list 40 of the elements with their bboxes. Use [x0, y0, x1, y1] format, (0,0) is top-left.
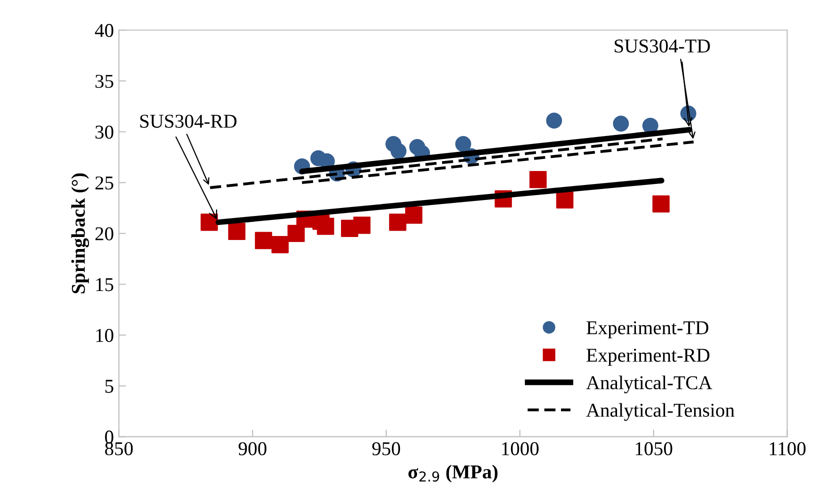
y-tick-label: 20: [95, 227, 114, 240]
y-tick-label: 30: [96, 126, 114, 139]
y-tick-label: 15: [96, 278, 114, 292]
x-tick-label: 850: [105, 442, 133, 456]
point: [254, 232, 272, 250]
point: [353, 216, 371, 234]
point: [316, 218, 334, 235]
point: [390, 143, 406, 160]
y-tick-label: 0: [105, 430, 114, 444]
point: [612, 116, 629, 132]
x-tick-label: 1000: [502, 442, 539, 456]
x-tick-label: 900: [238, 442, 266, 456]
y-axis-title: Springback (°): [71, 173, 90, 294]
point: [529, 170, 547, 188]
x-tick-label: 950: [372, 442, 400, 456]
legend-label: Analytical-Tension: [586, 403, 734, 421]
legend-label: Experiment-RD: [586, 348, 710, 366]
point: [455, 136, 472, 152]
y-tick-label: 35: [96, 74, 114, 88]
x-tick-label: 1100: [770, 442, 806, 456]
annotation: SUS304-RD: [140, 114, 236, 128]
y-tick-label: 10: [96, 328, 114, 342]
x-tick-label: 1050: [636, 442, 672, 456]
y-tick-label: 5: [105, 380, 114, 393]
point: [546, 112, 562, 129]
point: [389, 214, 406, 231]
point: [652, 195, 670, 213]
point: [405, 206, 422, 224]
point: [642, 118, 658, 134]
point: [288, 224, 305, 242]
point: [200, 214, 218, 231]
x-axis-title: σ$_{2.9}$ (MPa): [408, 464, 498, 482]
point: [271, 236, 289, 254]
legend-label: Analytical-TCA: [586, 376, 712, 394]
y-tick-label: 25: [95, 176, 114, 190]
y-tick-label: 40: [94, 24, 114, 38]
point: [556, 191, 574, 208]
annotation: SUS304-TD: [614, 39, 710, 53]
point: [228, 222, 246, 240]
legend-label: Experiment-TD: [586, 321, 708, 338]
